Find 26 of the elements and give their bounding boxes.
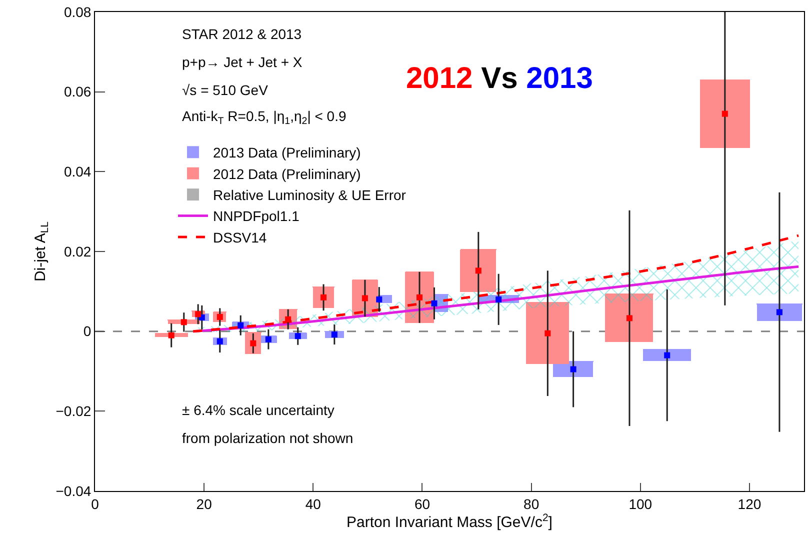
y-tick-label: 0.08: [64, 4, 92, 20]
legend-label: 2012 Data (Preliminary): [212, 166, 361, 182]
y-tick-label: −0.04: [56, 482, 92, 499]
x-tick-label: 40: [305, 496, 322, 512]
y-tick-label: 0.06: [64, 84, 92, 100]
legend-label: NNPDFpol1.1: [212, 208, 300, 224]
annotation: STAR 2012 & 2013: [182, 26, 302, 42]
x-tick-label: 80: [524, 496, 540, 512]
legend-label: DSSV14: [212, 229, 267, 246]
y-tick-label: 0.04: [64, 164, 92, 180]
annotation: from polarization not shown: [182, 430, 354, 446]
annotation: Anti-k$_{T}$ R=0.5, |η$_{1}$,η$_{2}$| < 0.9: [182, 108, 346, 127]
annotation: p+p→ Jet + Jet + X: [182, 54, 303, 70]
x-tick-label: 60: [414, 496, 430, 512]
text: 2012 Vs 2013: [406, 62, 593, 95]
x-axis-title: Parton Invariant Mass [GeV/c$^{2}$]: [346, 512, 552, 532]
legend-label: Relative Luminosity & UE Error: [212, 187, 406, 203]
x-tick-label: 20: [196, 496, 212, 512]
x-tick-label: 120: [738, 496, 762, 512]
annotation: √s = 510 GeV: [182, 82, 269, 98]
y-tick-label: 0: [83, 323, 92, 340]
y-tick-label: −0.02: [56, 403, 92, 420]
legend-label: 2013 Data (Preliminary): [212, 144, 361, 161]
y-tick-label: 0.02: [64, 243, 92, 260]
x-tick-label: 100: [628, 496, 652, 512]
annotation: ± 6.4% scale uncertainty: [182, 402, 334, 418]
